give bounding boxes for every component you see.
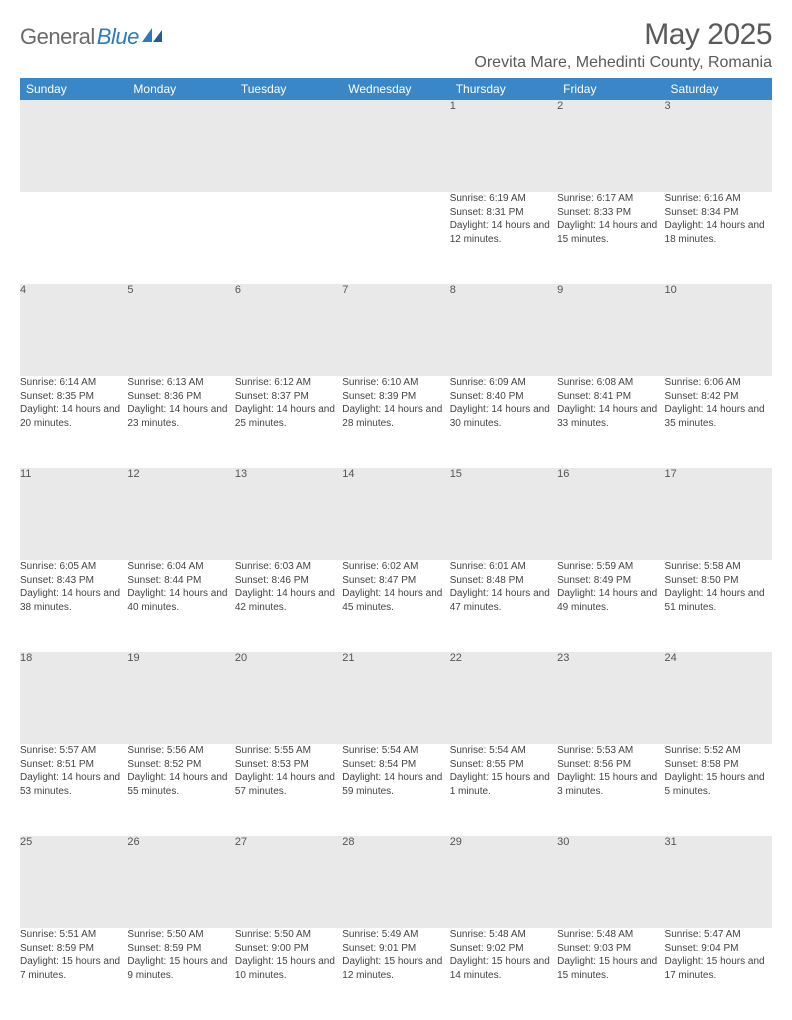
day-content-cell: Sunrise: 5:48 AMSunset: 9:02 PMDaylight:… (450, 928, 557, 1020)
day-content-row: Sunrise: 6:19 AMSunset: 8:31 PMDaylight:… (20, 192, 772, 284)
day-content-cell (342, 192, 449, 284)
location: Orevita Mare, Mehedinti County, Romania (474, 54, 772, 72)
day-content-cell: Sunrise: 6:02 AMSunset: 8:47 PMDaylight:… (342, 560, 449, 652)
day-number-cell: 31 (665, 836, 772, 928)
day-number-cell: 14 (342, 468, 449, 560)
day-content-cell: Sunrise: 6:17 AMSunset: 8:33 PMDaylight:… (557, 192, 664, 284)
day-number-cell (20, 100, 127, 192)
weekday-header: Wednesday (342, 78, 449, 100)
weekday-header: Sunday (20, 78, 127, 100)
day-number-cell: 9 (557, 284, 664, 376)
day-number-cell: 7 (342, 284, 449, 376)
weekday-header: Tuesday (235, 78, 342, 100)
day-number-cell: 23 (557, 652, 664, 744)
day-number-cell: 10 (665, 284, 772, 376)
day-number-row: 25262728293031 (20, 836, 772, 928)
swoosh-icon (142, 28, 164, 44)
day-content-cell: Sunrise: 5:56 AMSunset: 8:52 PMDaylight:… (127, 744, 234, 836)
day-content-cell (127, 192, 234, 284)
day-number-cell: 22 (450, 652, 557, 744)
day-number-row: 18192021222324 (20, 652, 772, 744)
day-content-cell: Sunrise: 5:50 AMSunset: 8:59 PMDaylight:… (127, 928, 234, 1020)
day-content-cell: Sunrise: 5:52 AMSunset: 8:58 PMDaylight:… (665, 744, 772, 836)
day-content-cell: Sunrise: 5:48 AMSunset: 9:03 PMDaylight:… (557, 928, 664, 1020)
weekday-header: Monday (127, 78, 234, 100)
day-content-cell: Sunrise: 6:05 AMSunset: 8:43 PMDaylight:… (20, 560, 127, 652)
day-content-row: Sunrise: 6:14 AMSunset: 8:35 PMDaylight:… (20, 376, 772, 468)
weekday-header: Friday (557, 78, 664, 100)
day-content-cell: Sunrise: 6:16 AMSunset: 8:34 PMDaylight:… (665, 192, 772, 284)
day-content-cell: Sunrise: 5:47 AMSunset: 9:04 PMDaylight:… (665, 928, 772, 1020)
day-number-cell (127, 100, 234, 192)
day-content-cell: Sunrise: 5:55 AMSunset: 8:53 PMDaylight:… (235, 744, 342, 836)
day-number-row: 123 (20, 100, 772, 192)
day-content-cell: Sunrise: 6:19 AMSunset: 8:31 PMDaylight:… (450, 192, 557, 284)
day-content-row: Sunrise: 5:51 AMSunset: 8:59 PMDaylight:… (20, 928, 772, 1020)
day-content-cell: Sunrise: 5:53 AMSunset: 8:56 PMDaylight:… (557, 744, 664, 836)
day-content-cell: Sunrise: 6:08 AMSunset: 8:41 PMDaylight:… (557, 376, 664, 468)
day-content-cell: Sunrise: 6:06 AMSunset: 8:42 PMDaylight:… (665, 376, 772, 468)
day-content-cell: Sunrise: 5:57 AMSunset: 8:51 PMDaylight:… (20, 744, 127, 836)
day-content-cell: Sunrise: 6:04 AMSunset: 8:44 PMDaylight:… (127, 560, 234, 652)
weekday-header: Thursday (450, 78, 557, 100)
weekday-header-row: Sunday Monday Tuesday Wednesday Thursday… (20, 78, 772, 100)
day-content-cell: Sunrise: 5:51 AMSunset: 8:59 PMDaylight:… (20, 928, 127, 1020)
day-content-cell: Sunrise: 6:12 AMSunset: 8:37 PMDaylight:… (235, 376, 342, 468)
day-content-cell: Sunrise: 5:54 AMSunset: 8:54 PMDaylight:… (342, 744, 449, 836)
calendar-table: Sunday Monday Tuesday Wednesday Thursday… (20, 78, 772, 1020)
day-content-cell (20, 192, 127, 284)
logo-general: General (20, 24, 95, 50)
day-number-cell: 24 (665, 652, 772, 744)
day-number-cell: 16 (557, 468, 664, 560)
day-content-cell: Sunrise: 5:59 AMSunset: 8:49 PMDaylight:… (557, 560, 664, 652)
day-number-row: 11121314151617 (20, 468, 772, 560)
day-number-cell: 5 (127, 284, 234, 376)
title-block: May 2025 Orevita Mare, Mehedinti County,… (474, 18, 772, 72)
day-number-cell: 1 (450, 100, 557, 192)
day-number-cell (342, 100, 449, 192)
day-content-cell: Sunrise: 5:58 AMSunset: 8:50 PMDaylight:… (665, 560, 772, 652)
day-content-cell: Sunrise: 5:50 AMSunset: 9:00 PMDaylight:… (235, 928, 342, 1020)
header: GeneralBlue May 2025 Orevita Mare, Mehed… (20, 18, 772, 72)
day-number-cell: 29 (450, 836, 557, 928)
day-content-cell: Sunrise: 6:10 AMSunset: 8:39 PMDaylight:… (342, 376, 449, 468)
day-number-cell: 15 (450, 468, 557, 560)
day-number-cell: 21 (342, 652, 449, 744)
day-number-cell: 13 (235, 468, 342, 560)
day-content-cell: Sunrise: 6:13 AMSunset: 8:36 PMDaylight:… (127, 376, 234, 468)
day-number-cell: 26 (127, 836, 234, 928)
day-content-cell: Sunrise: 6:09 AMSunset: 8:40 PMDaylight:… (450, 376, 557, 468)
day-number-cell: 30 (557, 836, 664, 928)
day-number-cell: 27 (235, 836, 342, 928)
day-content-row: Sunrise: 5:57 AMSunset: 8:51 PMDaylight:… (20, 744, 772, 836)
day-number-cell: 17 (665, 468, 772, 560)
day-number-cell: 11 (20, 468, 127, 560)
day-number-cell: 3 (665, 100, 772, 192)
day-number-row: 45678910 (20, 284, 772, 376)
day-number-cell: 20 (235, 652, 342, 744)
month-title: May 2025 (474, 18, 772, 52)
logo: GeneralBlue (20, 24, 164, 50)
day-content-cell: Sunrise: 6:14 AMSunset: 8:35 PMDaylight:… (20, 376, 127, 468)
day-content-cell: Sunrise: 5:49 AMSunset: 9:01 PMDaylight:… (342, 928, 449, 1020)
day-number-cell: 28 (342, 836, 449, 928)
day-number-cell: 25 (20, 836, 127, 928)
day-content-cell: Sunrise: 6:03 AMSunset: 8:46 PMDaylight:… (235, 560, 342, 652)
day-number-cell: 12 (127, 468, 234, 560)
day-content-cell (235, 192, 342, 284)
day-content-cell: Sunrise: 5:54 AMSunset: 8:55 PMDaylight:… (450, 744, 557, 836)
logo-blue: Blue (97, 24, 139, 50)
day-number-cell: 19 (127, 652, 234, 744)
day-number-cell: 6 (235, 284, 342, 376)
day-number-cell: 2 (557, 100, 664, 192)
day-content-row: Sunrise: 6:05 AMSunset: 8:43 PMDaylight:… (20, 560, 772, 652)
day-number-cell (235, 100, 342, 192)
day-content-cell: Sunrise: 6:01 AMSunset: 8:48 PMDaylight:… (450, 560, 557, 652)
weekday-header: Saturday (665, 78, 772, 100)
day-number-cell: 8 (450, 284, 557, 376)
day-number-cell: 18 (20, 652, 127, 744)
day-number-cell: 4 (20, 284, 127, 376)
